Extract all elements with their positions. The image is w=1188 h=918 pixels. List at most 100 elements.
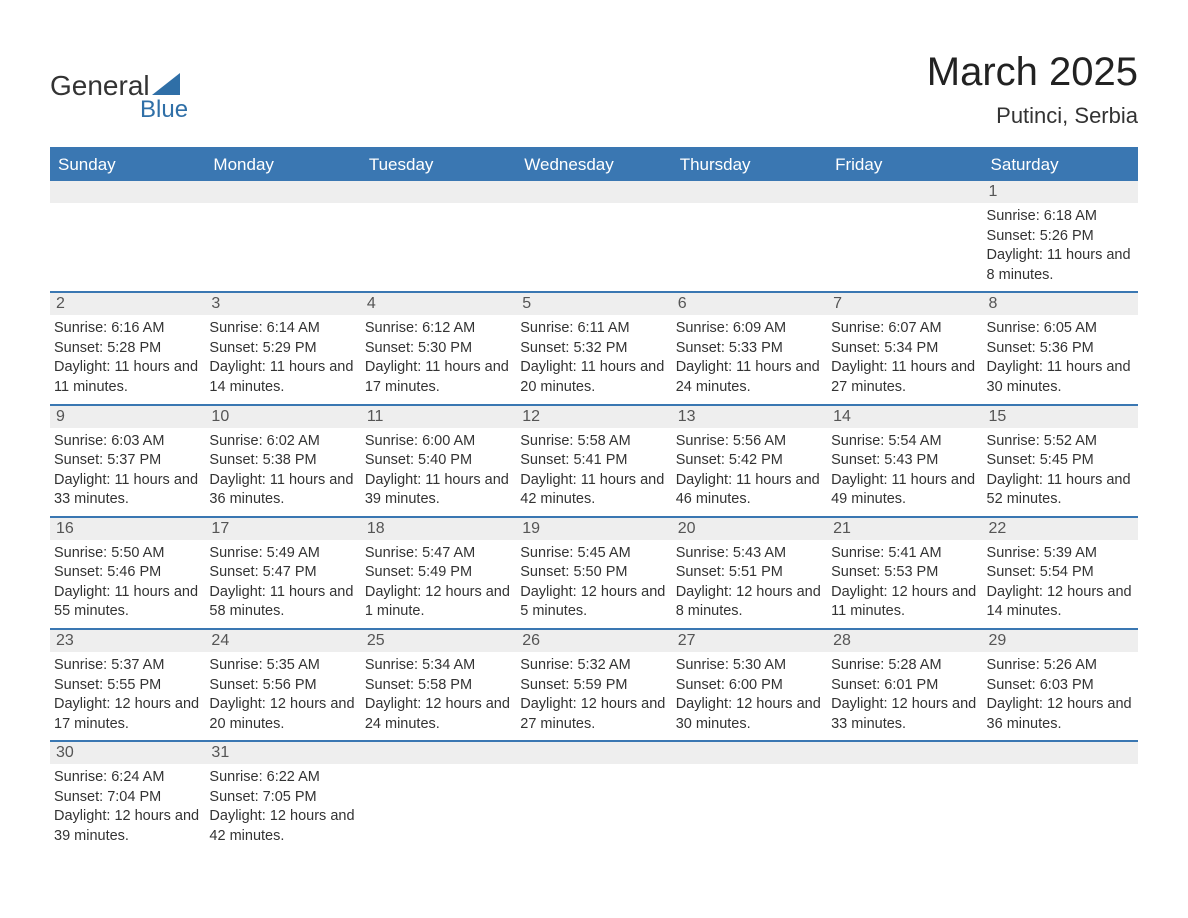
- sunset-text: Sunset: 5:58 PM: [365, 676, 512, 696]
- sunrise-text: Sunrise: 6:12 AM: [365, 319, 512, 339]
- sunset-text: Sunset: 5:42 PM: [676, 451, 823, 471]
- day-cell: 3Sunrise: 6:14 AMSunset: 5:29 PMDaylight…: [205, 293, 360, 403]
- sunrise-text: Sunrise: 6:18 AM: [987, 207, 1134, 227]
- daylight-text: Daylight: 11 hours and 27 minutes.: [831, 358, 978, 397]
- week-row: 16Sunrise: 5:50 AMSunset: 5:46 PMDayligh…: [50, 518, 1138, 630]
- date-number: 22: [983, 518, 1138, 540]
- date-number: 28: [827, 630, 982, 652]
- date-number: 17: [205, 518, 360, 540]
- day-cell: 9Sunrise: 6:03 AMSunset: 5:37 PMDaylight…: [50, 406, 205, 516]
- calendar: Sunday Monday Tuesday Wednesday Thursday…: [50, 147, 1138, 853]
- day-body: Sunrise: 6:22 AMSunset: 7:05 PMDaylight:…: [205, 764, 360, 852]
- day-body: Sunrise: 5:54 AMSunset: 5:43 PMDaylight:…: [827, 428, 982, 516]
- sunset-text: Sunset: 5:40 PM: [365, 451, 512, 471]
- page-header: General Blue March 2025 Putinci, Serbia: [50, 50, 1138, 129]
- day-header-row: Sunday Monday Tuesday Wednesday Thursday…: [50, 149, 1138, 181]
- day-cell: 10Sunrise: 6:02 AMSunset: 5:38 PMDayligh…: [205, 406, 360, 516]
- daylight-text: Daylight: 11 hours and 30 minutes.: [987, 358, 1134, 397]
- date-number: 9: [50, 406, 205, 428]
- day-body: Sunrise: 5:28 AMSunset: 6:01 PMDaylight:…: [827, 652, 982, 740]
- sunset-text: Sunset: 5:54 PM: [987, 563, 1134, 583]
- daylight-text: Daylight: 11 hours and 8 minutes.: [987, 246, 1134, 285]
- date-number: [827, 742, 982, 764]
- date-number: 21: [827, 518, 982, 540]
- day-body: Sunrise: 5:45 AMSunset: 5:50 PMDaylight:…: [516, 540, 671, 628]
- sunset-text: Sunset: 6:01 PM: [831, 676, 978, 696]
- daylight-text: Daylight: 11 hours and 55 minutes.: [54, 583, 201, 622]
- day-body: Sunrise: 6:05 AMSunset: 5:36 PMDaylight:…: [983, 315, 1138, 403]
- daylight-text: Daylight: 12 hours and 14 minutes.: [987, 583, 1134, 622]
- sunset-text: Sunset: 5:45 PM: [987, 451, 1134, 471]
- sunset-text: Sunset: 5:30 PM: [365, 339, 512, 359]
- day-cell: 30Sunrise: 6:24 AMSunset: 7:04 PMDayligh…: [50, 742, 205, 852]
- day-cell: 4Sunrise: 6:12 AMSunset: 5:30 PMDaylight…: [361, 293, 516, 403]
- sunrise-text: Sunrise: 5:28 AM: [831, 656, 978, 676]
- sunrise-text: Sunrise: 6:03 AM: [54, 432, 201, 452]
- sunrise-text: Sunrise: 5:50 AM: [54, 544, 201, 564]
- day-cell: 2Sunrise: 6:16 AMSunset: 5:28 PMDaylight…: [50, 293, 205, 403]
- daylight-text: Daylight: 12 hours and 5 minutes.: [520, 583, 667, 622]
- sunset-text: Sunset: 5:49 PM: [365, 563, 512, 583]
- sunset-text: Sunset: 5:34 PM: [831, 339, 978, 359]
- daylight-text: Daylight: 12 hours and 36 minutes.: [987, 695, 1134, 734]
- date-number: 31: [205, 742, 360, 764]
- daylight-text: Daylight: 12 hours and 24 minutes.: [365, 695, 512, 734]
- day-body: Sunrise: 6:03 AMSunset: 5:37 PMDaylight:…: [50, 428, 205, 516]
- daylight-text: Daylight: 11 hours and 20 minutes.: [520, 358, 667, 397]
- sunset-text: Sunset: 6:03 PM: [987, 676, 1134, 696]
- daylight-text: Daylight: 11 hours and 46 minutes.: [676, 471, 823, 510]
- day-cell: 28Sunrise: 5:28 AMSunset: 6:01 PMDayligh…: [827, 630, 982, 740]
- daylight-text: Daylight: 11 hours and 36 minutes.: [209, 471, 356, 510]
- day-body: Sunrise: 5:32 AMSunset: 5:59 PMDaylight:…: [516, 652, 671, 740]
- sunset-text: Sunset: 5:59 PM: [520, 676, 667, 696]
- day-body: [672, 203, 827, 213]
- date-number: [205, 181, 360, 203]
- sunset-text: Sunset: 5:33 PM: [676, 339, 823, 359]
- day-body: Sunrise: 6:00 AMSunset: 5:40 PMDaylight:…: [361, 428, 516, 516]
- location-label: Putinci, Serbia: [927, 103, 1138, 129]
- sunrise-text: Sunrise: 6:07 AM: [831, 319, 978, 339]
- day-cell: [516, 181, 671, 291]
- sunset-text: Sunset: 5:37 PM: [54, 451, 201, 471]
- sunrise-text: Sunrise: 5:56 AM: [676, 432, 823, 452]
- day-cell: [516, 742, 671, 852]
- day-cell: [827, 181, 982, 291]
- sunset-text: Sunset: 5:32 PM: [520, 339, 667, 359]
- date-number: 26: [516, 630, 671, 652]
- date-number: 16: [50, 518, 205, 540]
- date-number: [361, 181, 516, 203]
- date-number: [516, 742, 671, 764]
- day-body: [827, 203, 982, 213]
- daylight-text: Daylight: 12 hours and 42 minutes.: [209, 807, 356, 846]
- week-row: 23Sunrise: 5:37 AMSunset: 5:55 PMDayligh…: [50, 630, 1138, 742]
- week-row: 9Sunrise: 6:03 AMSunset: 5:37 PMDaylight…: [50, 406, 1138, 518]
- day-cell: 19Sunrise: 5:45 AMSunset: 5:50 PMDayligh…: [516, 518, 671, 628]
- month-title: March 2025: [927, 50, 1138, 95]
- day-cell: 26Sunrise: 5:32 AMSunset: 5:59 PMDayligh…: [516, 630, 671, 740]
- daylight-text: Daylight: 11 hours and 17 minutes.: [365, 358, 512, 397]
- logo-triangle-icon: [152, 73, 180, 95]
- day-body: [205, 203, 360, 213]
- day-body: Sunrise: 5:39 AMSunset: 5:54 PMDaylight:…: [983, 540, 1138, 628]
- date-number: [827, 181, 982, 203]
- day-body: Sunrise: 5:50 AMSunset: 5:46 PMDaylight:…: [50, 540, 205, 628]
- daylight-text: Daylight: 11 hours and 52 minutes.: [987, 471, 1134, 510]
- sunrise-text: Sunrise: 5:45 AM: [520, 544, 667, 564]
- day-cell: 21Sunrise: 5:41 AMSunset: 5:53 PMDayligh…: [827, 518, 982, 628]
- date-number: 7: [827, 293, 982, 315]
- sunset-text: Sunset: 5:26 PM: [987, 227, 1134, 247]
- day-cell: 11Sunrise: 6:00 AMSunset: 5:40 PMDayligh…: [361, 406, 516, 516]
- day-cell: 12Sunrise: 5:58 AMSunset: 5:41 PMDayligh…: [516, 406, 671, 516]
- day-body: [983, 764, 1138, 774]
- date-number: 27: [672, 630, 827, 652]
- day-body: Sunrise: 6:02 AMSunset: 5:38 PMDaylight:…: [205, 428, 360, 516]
- week-row: 1Sunrise: 6:18 AMSunset: 5:26 PMDaylight…: [50, 181, 1138, 293]
- weeks-container: 1Sunrise: 6:18 AMSunset: 5:26 PMDaylight…: [50, 181, 1138, 853]
- day-cell: 15Sunrise: 5:52 AMSunset: 5:45 PMDayligh…: [983, 406, 1138, 516]
- date-number: 15: [983, 406, 1138, 428]
- day-body: Sunrise: 5:43 AMSunset: 5:51 PMDaylight:…: [672, 540, 827, 628]
- date-number: 10: [205, 406, 360, 428]
- day-body: Sunrise: 6:11 AMSunset: 5:32 PMDaylight:…: [516, 315, 671, 403]
- day-body: Sunrise: 6:24 AMSunset: 7:04 PMDaylight:…: [50, 764, 205, 852]
- sunset-text: Sunset: 5:55 PM: [54, 676, 201, 696]
